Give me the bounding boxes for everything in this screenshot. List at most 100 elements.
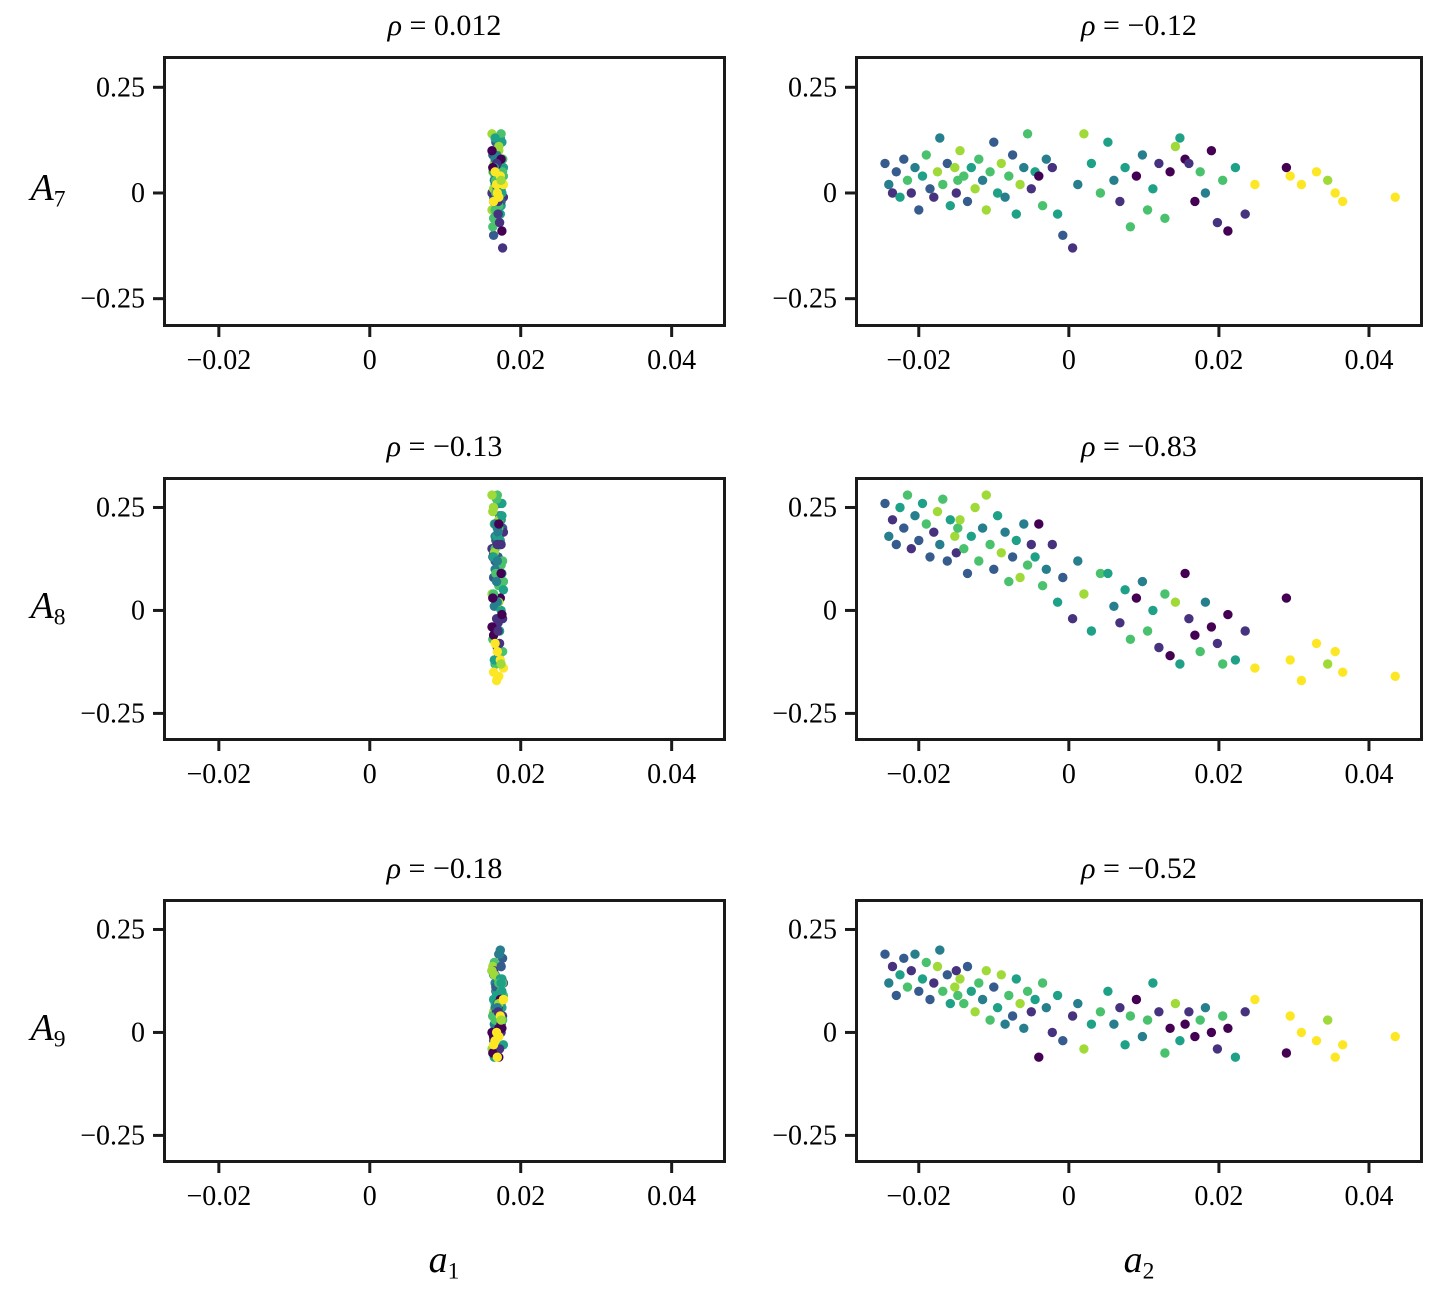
scatter-point	[497, 243, 508, 253]
scatter-point	[1067, 614, 1078, 624]
scatter-point	[950, 982, 960, 992]
scatter-point	[932, 506, 943, 517]
scatter-point	[1103, 986, 1113, 996]
rho-symbol: ρ	[1081, 9, 1096, 42]
scatter-point	[1154, 158, 1164, 169]
scatter-point	[887, 188, 898, 198]
scatter-point	[1323, 659, 1333, 669]
scatter-point	[917, 974, 928, 984]
scatter-point	[1175, 659, 1185, 669]
scatter-point	[496, 568, 506, 579]
scatter-point	[884, 179, 894, 190]
scatter-point	[1004, 990, 1014, 1001]
scatter-point	[977, 994, 988, 1005]
scatter-point	[1007, 1011, 1018, 1021]
axes-border	[163, 477, 726, 741]
scatter-point	[497, 511, 507, 521]
scatter-point	[1125, 634, 1136, 644]
scatter-point	[942, 970, 952, 980]
scatter-point	[1170, 597, 1181, 607]
scatter-point	[1230, 655, 1241, 665]
scatter-point	[914, 205, 924, 215]
scatter-point	[1047, 1027, 1057, 1038]
scatter-point	[1019, 162, 1029, 173]
scatter-point	[1019, 1023, 1029, 1033]
scatter-point	[989, 137, 999, 147]
scatter-point	[981, 205, 991, 215]
scatter-point	[887, 515, 898, 525]
scatter-point	[488, 1040, 499, 1050]
x-tick-label: 0	[1062, 345, 1076, 376]
axes-border	[855, 56, 1423, 327]
scatter-point	[1052, 597, 1063, 607]
rho-value: = 0.012	[401, 9, 502, 42]
scatter-point	[490, 638, 500, 649]
scatter-point	[917, 498, 928, 509]
scatter-point	[1125, 222, 1136, 232]
scatter-plot-a8-a2: −0.02 0 0.02 0.04 0.25 0 −0.25	[772, 477, 1423, 790]
scatter-point	[1148, 605, 1158, 616]
scatter-point	[945, 998, 955, 1009]
scatter-point	[966, 986, 976, 996]
scatter-point	[1296, 179, 1307, 190]
y-tick-label: 0	[131, 1017, 145, 1048]
scatter-point	[938, 494, 948, 504]
y-tick-label: −0.25	[80, 698, 145, 729]
scatter-point	[1338, 196, 1348, 207]
scatter-point	[1165, 167, 1175, 177]
panel-a7-a1: ρ = 0.012 −0.02 0 0.02 0.04 0.25 0 −0.25	[80, 9, 726, 376]
scatter-point	[1125, 1011, 1136, 1021]
scatter-point	[493, 209, 503, 219]
scatter-point	[493, 527, 503, 537]
scatter-point	[977, 523, 988, 533]
scatter-point	[1160, 589, 1170, 599]
scatter-point	[497, 986, 507, 996]
scatter-point	[1285, 1011, 1295, 1021]
row-label-A7: A7	[8, 166, 88, 211]
axis-label-subscript: 1	[447, 1258, 460, 1285]
scatter-point	[1011, 209, 1021, 219]
scatter-plot-a9-a1: −0.02 0 0.02 0.04 0.25 0 −0.25	[80, 899, 726, 1212]
scatter-point	[950, 162, 960, 173]
rho-symbol: ρ	[1081, 430, 1096, 463]
axis-label-subscript: 2	[1142, 1258, 1155, 1285]
scatter-point	[1223, 609, 1233, 620]
scatter-point	[1190, 196, 1200, 207]
x-tick-label: 0.04	[1344, 345, 1393, 376]
scatter-point	[497, 609, 507, 620]
scatter-point	[494, 1031, 504, 1042]
scatter-point	[899, 154, 909, 164]
scatter-point	[1218, 1011, 1228, 1021]
scatter-point	[921, 519, 931, 529]
scatter-point	[1200, 597, 1211, 607]
x-tick-label: −0.02	[886, 759, 951, 790]
scatter-point	[1195, 167, 1205, 177]
scatter-point	[942, 158, 952, 169]
scatter-point	[496, 1015, 506, 1025]
scatter-point	[970, 1007, 980, 1017]
scatter-point	[1026, 1007, 1036, 1017]
scatter-point	[1073, 179, 1083, 190]
y-tick-label: −0.25	[80, 1120, 145, 1151]
scatter-point	[974, 154, 984, 164]
panel-a7-a2: ρ = −0.12 −0.02 0 0.02 0.04 0.25 0 −0.25	[772, 9, 1423, 376]
x-tick-label: 0.04	[647, 345, 696, 376]
y-tick-label: 0	[823, 1017, 837, 1048]
scatter-point	[1160, 1048, 1170, 1058]
scatter-point	[496, 978, 506, 988]
y-tick-label: 0.25	[788, 492, 837, 523]
scatter-point	[1212, 638, 1223, 649]
scatter-point	[992, 188, 1003, 198]
scatter-point	[932, 167, 943, 177]
scatter-point	[1052, 990, 1063, 1001]
scatter-point	[494, 519, 504, 529]
scatter-point	[895, 192, 905, 202]
row-label-A9: A9	[8, 1006, 88, 1051]
scatter-point	[1034, 519, 1044, 529]
scatter-point	[902, 982, 913, 992]
scatter-point	[992, 511, 1003, 521]
scatter-point	[899, 523, 909, 533]
scatter-point	[942, 556, 952, 566]
scatter-point	[1190, 1031, 1200, 1042]
scatter-point	[989, 564, 999, 574]
